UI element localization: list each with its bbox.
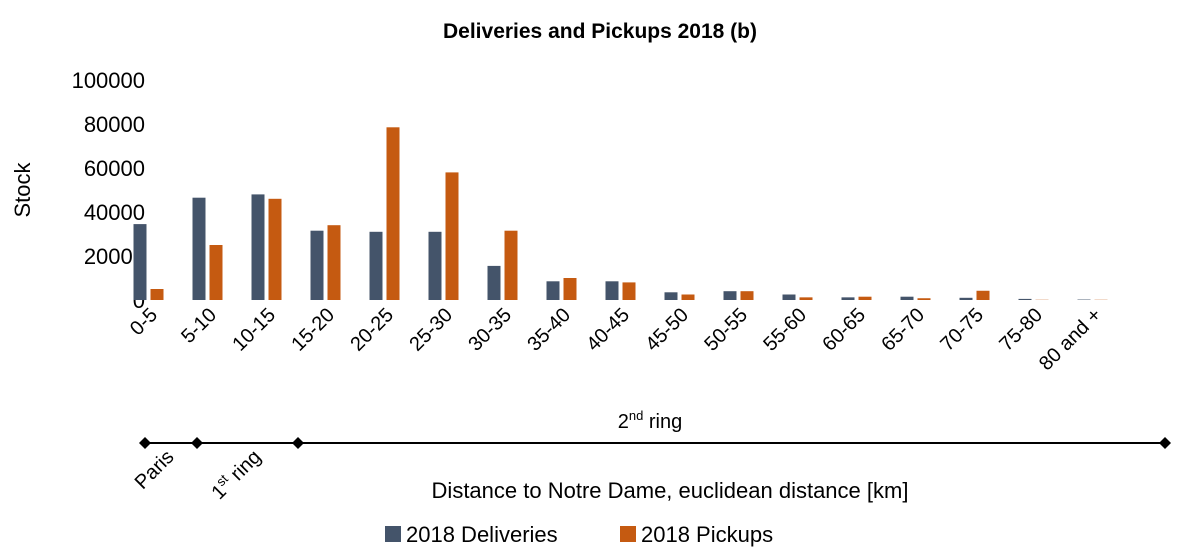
bar — [917, 298, 931, 300]
ring2-base: 2 — [618, 411, 629, 433]
x-tick-label: 45-50 — [641, 304, 693, 356]
bar — [1018, 298, 1032, 300]
x-tick-label: 55-60 — [759, 304, 811, 356]
bar — [959, 297, 973, 300]
diamond — [1159, 437, 1171, 449]
x-tick-label: 20-25 — [346, 304, 398, 356]
bar — [369, 231, 383, 300]
bar — [386, 127, 400, 300]
bar — [504, 230, 518, 300]
bar — [546, 281, 560, 300]
y-tick-label: 100000 — [72, 68, 145, 93]
y-axis-label: Stock — [10, 161, 35, 217]
diamond — [191, 437, 203, 449]
x-tick-label: 25-30 — [405, 304, 457, 356]
y-tick-label: 80000 — [84, 112, 145, 137]
bar — [310, 230, 324, 300]
x-tick-label: 0-5 — [126, 304, 162, 340]
legend-swatch — [620, 526, 636, 542]
x-tick-label: 80 and + — [1035, 304, 1106, 375]
chart-title: Deliveries and Pickups 2018 (b) — [443, 20, 757, 43]
bar — [900, 296, 914, 300]
x-tick-label: 10-15 — [228, 304, 280, 356]
bar — [782, 294, 796, 300]
bar — [192, 197, 206, 300]
bar — [133, 224, 147, 300]
bar — [976, 290, 990, 300]
bar — [268, 198, 282, 300]
bar — [563, 278, 577, 300]
bar — [487, 265, 501, 300]
bar — [799, 297, 813, 300]
timeline — [139, 437, 1171, 449]
x-tick-label: 5-10 — [177, 304, 221, 348]
ring2-rest: ring — [643, 411, 682, 433]
x-tick-label: 70-75 — [936, 304, 988, 356]
bar — [723, 291, 737, 300]
ring2-sup: nd — [629, 408, 643, 423]
x-tick-label: 60-65 — [818, 304, 870, 356]
bar — [622, 282, 636, 300]
diamond — [292, 437, 304, 449]
x-tick-label: 15-20 — [287, 304, 339, 356]
bar — [858, 296, 872, 300]
x-axis-label: Distance to Notre Dame, euclidean distan… — [432, 478, 909, 503]
legend-label: 2018 Deliveries — [406, 522, 558, 547]
x-tick-label: 35-40 — [523, 304, 575, 356]
y-tick-label: 40000 — [84, 200, 145, 225]
bar — [664, 292, 678, 300]
x-tick-label: 40-45 — [582, 304, 634, 356]
ring2-label: 2nd ring — [618, 408, 683, 433]
bar — [605, 281, 619, 300]
bar — [251, 194, 265, 300]
x-tick-label: 50-55 — [700, 304, 752, 356]
y-tick-label: 60000 — [84, 156, 145, 181]
paris-label: Paris — [131, 446, 179, 494]
legend-swatch — [385, 526, 401, 542]
bar — [428, 231, 442, 300]
diamond — [139, 437, 151, 449]
bar — [841, 297, 855, 300]
ring1-label: 1st ring — [205, 444, 265, 504]
x-tick-label: 65-70 — [877, 304, 929, 356]
x-tick-label: 75-80 — [995, 304, 1047, 356]
x-tick-label: 30-35 — [464, 304, 516, 356]
bar — [209, 245, 223, 300]
legend-label: 2018 Pickups — [641, 522, 773, 547]
bar — [150, 289, 164, 300]
bar — [681, 294, 695, 300]
bar — [445, 172, 459, 300]
bar — [327, 225, 341, 300]
bar — [740, 291, 754, 300]
